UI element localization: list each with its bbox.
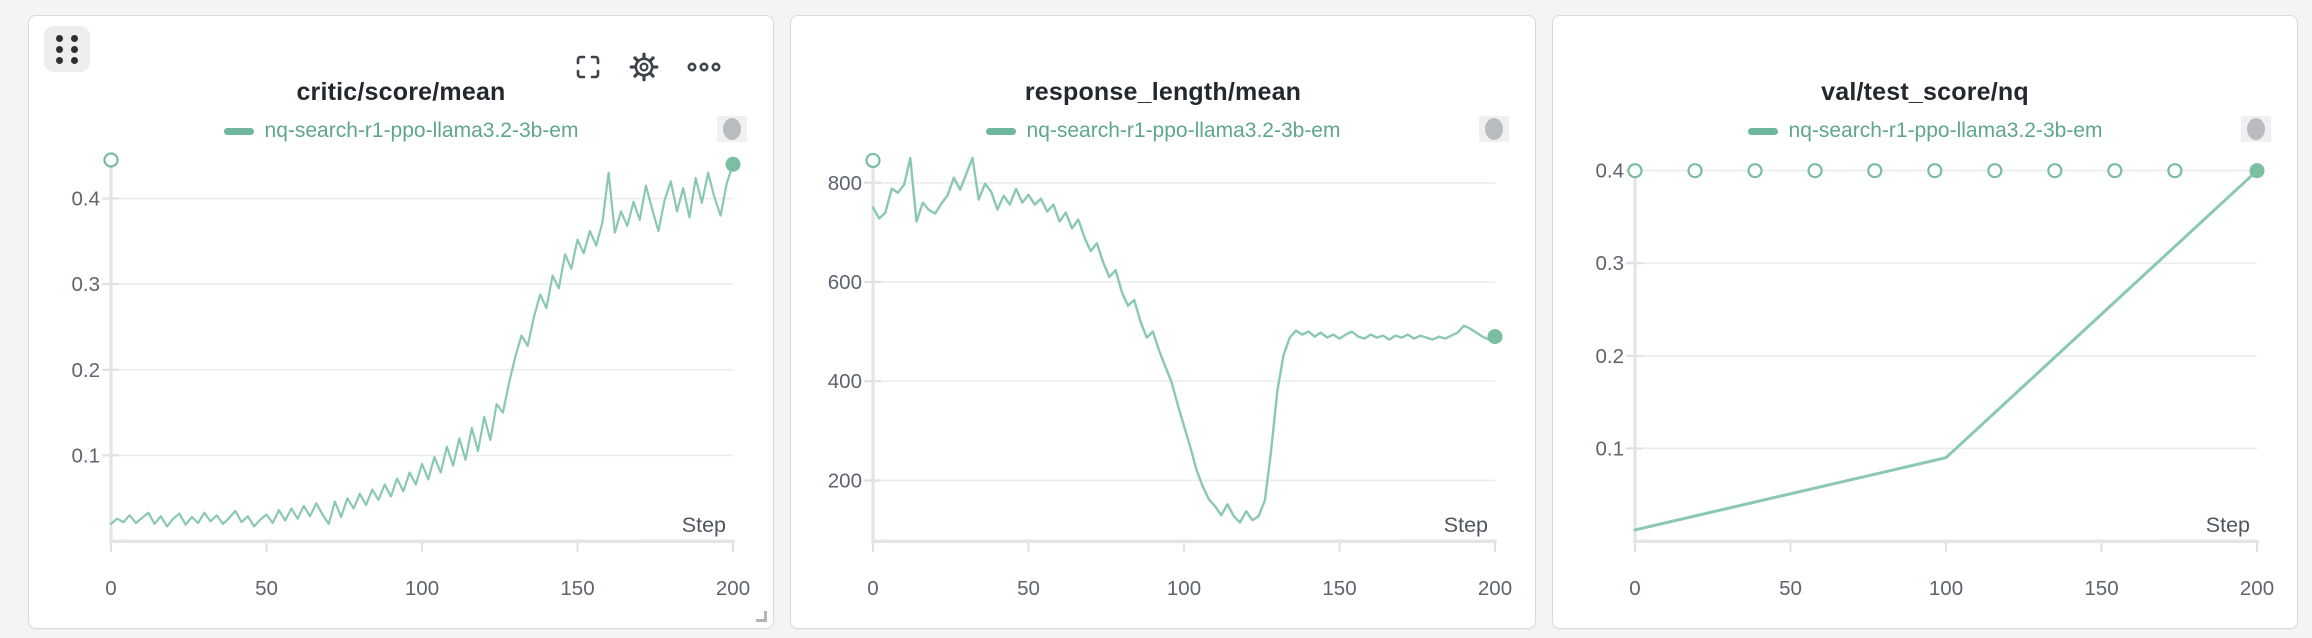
y-axis-line — [871, 160, 875, 543]
series-end-dot — [1487, 329, 1503, 345]
resize-handle[interactable] — [756, 611, 767, 622]
data-point-open-marker — [2107, 163, 2123, 179]
series-end-dot — [2249, 163, 2265, 179]
x-tick-label: 50 — [255, 577, 278, 600]
line-chart-canvas[interactable]: 0.1 0.2 0.3 0.4 0 50 100 150 200 Step — [1553, 136, 2299, 621]
x-tick-label: 150 — [2084, 577, 2118, 600]
y-tick-label: 800 — [828, 172, 862, 195]
sampling-indicator-pill-icon — [2247, 118, 2265, 140]
settings-button[interactable] — [629, 52, 659, 82]
data-point-open-marker — [1927, 163, 1943, 179]
panel-critic-score-mean: critic/score/mean nq-search-r1-ppo-llama… — [28, 15, 774, 629]
panel-val-test-score-nq: val/test_score/nq nq-search-r1-ppo-llama… — [1552, 15, 2298, 629]
data-point-open-marker — [1987, 163, 2003, 179]
x-tick-label: 0 — [867, 577, 878, 600]
chart-title: val/test_score/nq — [1821, 78, 2029, 106]
x-tick-label: 50 — [1017, 577, 1040, 600]
data-point-open-marker — [2167, 163, 2183, 179]
data-point-open-marker — [1627, 163, 1643, 179]
data-point-open-marker — [1687, 163, 1703, 179]
y-tick-label: 200 — [828, 469, 862, 492]
gear-icon — [629, 52, 659, 82]
sampling-indicator-button[interactable] — [717, 116, 747, 142]
x-tick-label: 100 — [1167, 577, 1201, 600]
chart-plot: 0.1 0.2 0.3 0.4 0 50 100 150 200 Step — [1596, 160, 2275, 600]
x-axis-line — [871, 539, 1497, 543]
sampling-indicator-button[interactable] — [2241, 116, 2271, 142]
data-point-open-marker — [2047, 163, 2063, 179]
data-point-open-marker — [1867, 163, 1883, 179]
chart-plot: 0.1 0.2 0.3 0.4 0 50 100 150 200 Step — [72, 152, 750, 600]
series-line — [871, 156, 1497, 524]
x-tick-label: 200 — [716, 577, 750, 600]
fullscreen-button[interactable] — [575, 54, 601, 80]
ellipsis-icon — [687, 62, 721, 72]
sampling-indicator-pill-icon — [723, 118, 741, 140]
legend[interactable]: nq-search-r1-ppo-llama3.2-3b-em — [29, 119, 773, 143]
y-tick-label: 0.1 — [72, 444, 101, 467]
y-axis-line — [1633, 170, 1637, 543]
legend-run-name: nq-search-r1-ppo-llama3.2-3b-em — [1788, 119, 2103, 142]
y-tick-label: 0.1 — [1596, 437, 1625, 460]
panel-response-length-mean: response_length/mean nq-search-r1-ppo-ll… — [790, 15, 1536, 629]
drag-handle-button[interactable] — [44, 26, 90, 72]
x-tick-label: 0 — [105, 577, 116, 600]
x-tick-label: 200 — [1478, 577, 1512, 600]
line-chart-canvas[interactable]: 0.1 0.2 0.3 0.4 0 50 100 150 200 Step — [29, 136, 775, 621]
legend-run-name: nq-search-r1-ppo-llama3.2-3b-em — [1026, 119, 1341, 142]
x-tick-label: 100 — [405, 577, 439, 600]
y-tick-label: 0.3 — [72, 273, 101, 296]
grip-dots-icon — [56, 34, 78, 64]
x-axis-title: Step — [1444, 513, 1488, 537]
x-tick-label: 150 — [560, 577, 594, 600]
x-tick-label: 0 — [1629, 577, 1640, 600]
more-options-button[interactable] — [687, 60, 721, 74]
axis-top-open-marker — [865, 152, 881, 169]
y-tick-label: 0.4 — [72, 188, 101, 211]
series-end-dot — [725, 156, 741, 172]
sampling-indicator-button[interactable] — [1479, 116, 1509, 142]
x-tick-label: 50 — [1779, 577, 1802, 600]
chart-plot: 200 400 600 800 0 50 100 150 200 Step — [828, 152, 1512, 600]
legend-dash-icon — [985, 127, 1016, 135]
legend-dash-icon — [223, 127, 254, 135]
legend-dash-icon — [1747, 127, 1778, 135]
panel-toolbar — [575, 52, 721, 82]
legend[interactable]: nq-search-r1-ppo-llama3.2-3b-em — [1553, 119, 2297, 143]
y-tick-label: 400 — [828, 370, 862, 393]
y-axis-line — [109, 159, 113, 543]
x-axis-title: Step — [682, 513, 726, 537]
x-axis-line — [1633, 539, 2259, 543]
y-tick-label: 600 — [828, 271, 862, 294]
y-tick-label: 0.2 — [1596, 345, 1625, 368]
x-tick-label: 200 — [2240, 577, 2274, 600]
x-tick-label: 100 — [1929, 577, 1963, 600]
x-axis-line — [109, 539, 735, 543]
axis-top-open-marker — [103, 152, 119, 168]
sampling-indicator-pill-icon — [1485, 118, 1503, 140]
x-axis-title: Step — [2206, 513, 2250, 537]
chart-title: critic/score/mean — [296, 78, 506, 106]
legend[interactable]: nq-search-r1-ppo-llama3.2-3b-em — [791, 119, 1535, 143]
y-tick-label: 0.3 — [1596, 252, 1625, 275]
series-line — [109, 163, 735, 528]
data-point-open-marker — [1747, 163, 1763, 179]
fullscreen-icon — [576, 55, 600, 79]
line-chart-canvas[interactable]: 200 400 600 800 0 50 100 150 200 Step — [791, 136, 1537, 621]
data-point-open-marker — [1807, 163, 1823, 179]
y-tick-label: 0.4 — [1596, 160, 1625, 183]
y-tick-label: 0.2 — [72, 359, 101, 382]
series-line — [1633, 169, 2259, 532]
legend-run-name: nq-search-r1-ppo-llama3.2-3b-em — [264, 119, 579, 142]
x-tick-label: 150 — [1322, 577, 1356, 600]
chart-title: response_length/mean — [1024, 78, 1302, 106]
